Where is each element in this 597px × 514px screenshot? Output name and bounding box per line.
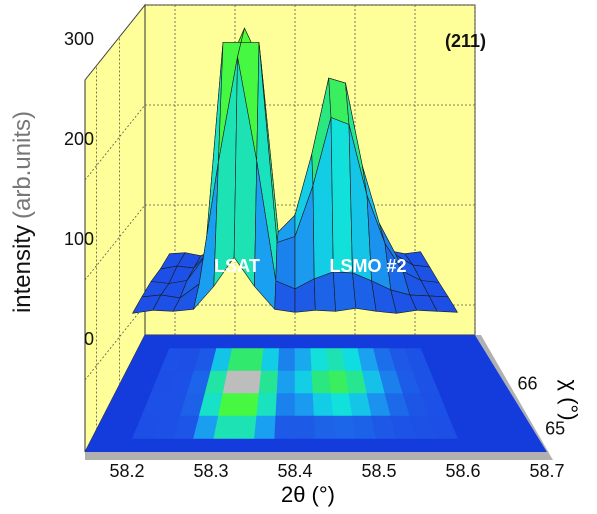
x-tick-label: 58.7 [529, 461, 564, 481]
grid-line [84, 104, 146, 181]
x-tick-label: 58.6 [445, 461, 480, 481]
floor-cell [294, 393, 315, 417]
floor-cell [294, 370, 314, 394]
annotation: (211) [445, 31, 486, 51]
floor-cell [233, 415, 258, 439]
floor-cell [313, 415, 336, 439]
floor-cell [294, 348, 313, 372]
floor-cell [260, 348, 280, 372]
y-tick-label: 66 [517, 373, 537, 393]
floor-cell [254, 415, 277, 439]
floor-cell [240, 370, 262, 394]
z-axis-label-name: intensity [9, 225, 36, 313]
floor-cell [256, 393, 278, 417]
floor-cell [276, 370, 296, 394]
z-tick-label: 300 [64, 29, 94, 49]
z-tick-label: 0 [84, 329, 94, 349]
labels: 58.2 58.3 58.4 58.5 58.6 58.7 0 100 200 300 65 66 2θ… [9, 29, 582, 507]
y-tick-label: 65 [545, 418, 565, 438]
floor-slab [475, 335, 553, 460]
floor [85, 335, 553, 460]
z-tick-label: 200 [64, 129, 94, 149]
z-tick-label: 100 [64, 229, 94, 249]
floor-cell [311, 370, 332, 394]
floor-cell [332, 415, 357, 439]
floor-cell [274, 415, 296, 439]
surface-cell [275, 236, 296, 290]
floor-cell [428, 415, 458, 439]
floor-cell [237, 393, 260, 417]
x-tick-label: 58.2 [109, 461, 144, 481]
x-tick-label: 58.5 [361, 461, 396, 481]
grid-line [84, 304, 146, 381]
x-tick-label: 58.4 [277, 461, 312, 481]
floor-cell [244, 348, 264, 372]
surface [132, 27, 458, 314]
y-axis-label: χ (°) [557, 379, 582, 420]
grid-line [84, 204, 146, 281]
grid-line [84, 4, 146, 81]
floor-cell [258, 370, 279, 394]
x-tick-label: 58.3 [193, 461, 228, 481]
surface-cell [428, 295, 458, 313]
x-axis-label: 2θ (°) [281, 482, 335, 507]
surface-cell [313, 271, 336, 312]
z-axis-label: intensity (arb.units) [9, 111, 36, 313]
floor-cell [277, 348, 296, 372]
surface-cell [332, 271, 357, 312]
floor-cell [312, 393, 334, 417]
annotation: LSMO #2 [329, 256, 406, 276]
z-axis-label-unit: (arb.units) [9, 111, 36, 219]
floor-cell [275, 393, 296, 417]
floor-cell [310, 348, 330, 372]
annotation: LSAT [214, 256, 260, 276]
floor-slab [85, 452, 553, 460]
floor-cell [294, 415, 316, 439]
